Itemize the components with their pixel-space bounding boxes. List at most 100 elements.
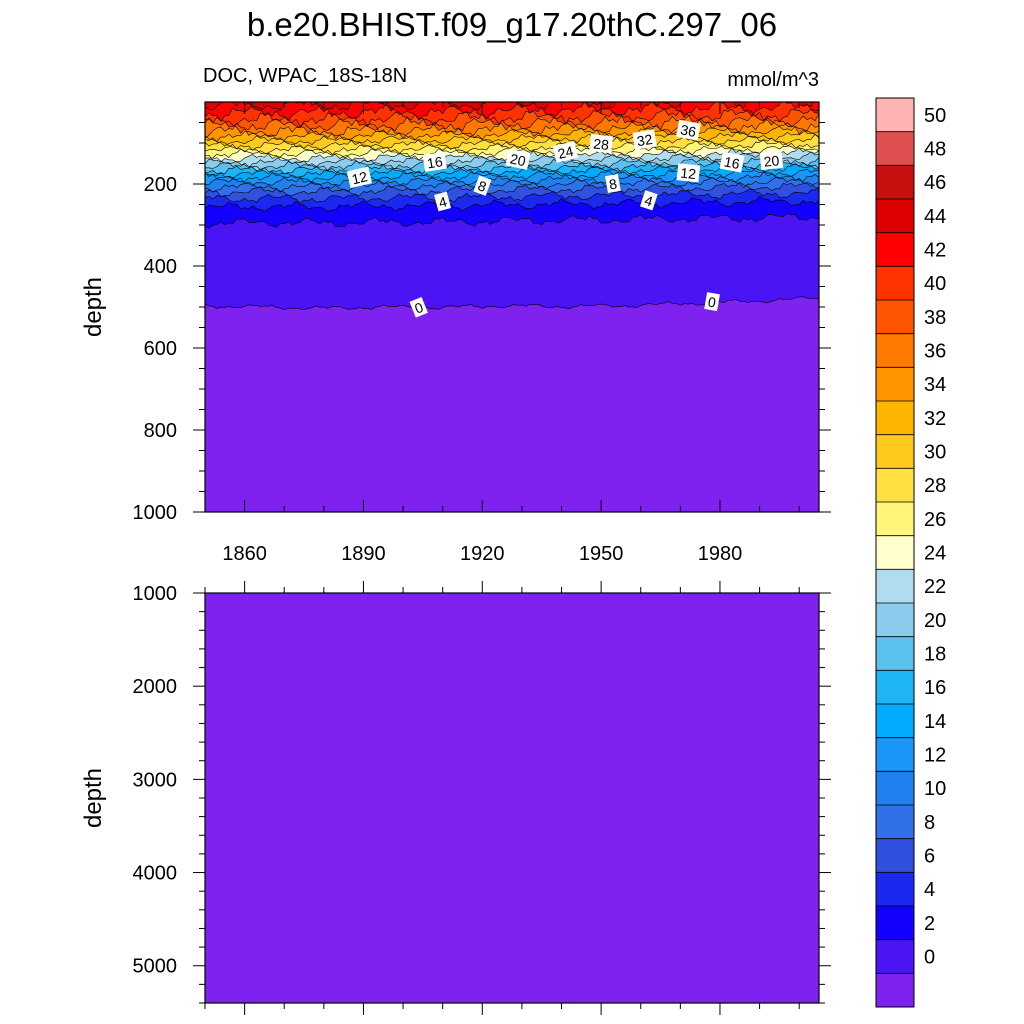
contour-label-box xyxy=(605,174,621,194)
contour-label-box xyxy=(719,151,745,173)
contour-line-28 xyxy=(205,139,819,156)
contour-label-box xyxy=(552,141,579,163)
contour-label-text: 16 xyxy=(723,153,742,172)
contour-label-4: 4 xyxy=(640,190,658,211)
contour-label-text: 0 xyxy=(707,294,718,311)
colorbar-swatch xyxy=(876,603,914,637)
contour-label-0: 0 xyxy=(704,292,720,312)
colorbar-label: 42 xyxy=(924,240,946,262)
contour-label-16: 16 xyxy=(422,151,447,172)
contour-line-30 xyxy=(205,134,819,151)
colorbar-label: 10 xyxy=(924,778,946,800)
colorbar-swatch xyxy=(876,434,914,469)
contour-label-text: 24 xyxy=(556,143,575,162)
colorbar-label: 26 xyxy=(924,509,946,531)
colorbar-swatch xyxy=(876,232,914,267)
contour-label-box xyxy=(473,175,492,196)
colorbar-swatch xyxy=(876,569,914,604)
colorbar-swatch xyxy=(876,502,914,536)
x-tick-label: 1860 xyxy=(222,543,267,565)
colorbar-label: 12 xyxy=(924,745,946,767)
contour-line-40 xyxy=(205,108,819,128)
colorbar-label: 16 xyxy=(924,677,946,699)
contour-line-16 xyxy=(205,163,819,180)
contour-line-8 xyxy=(205,181,819,197)
colorbar-label: 32 xyxy=(924,408,946,430)
contour-label-12: 12 xyxy=(676,163,701,183)
y-tick-label: 1000 xyxy=(133,583,178,605)
contour-label-text: 32 xyxy=(636,131,654,149)
colorbar-swatch xyxy=(876,98,914,132)
contour-label-text: 20 xyxy=(509,150,528,169)
colorbar-swatch xyxy=(876,367,914,402)
contour-line-4 xyxy=(205,195,819,212)
contour-band-44 xyxy=(205,102,814,112)
contour-label-text: 8 xyxy=(608,175,619,192)
colorbar-label: 14 xyxy=(924,711,946,733)
colorbar-label: 18 xyxy=(924,644,946,666)
colorbar-label: 46 xyxy=(924,172,946,194)
colorbar-label: 0 xyxy=(924,947,935,969)
colorbar-label: 22 xyxy=(924,576,946,598)
colorbar-swatch xyxy=(876,300,914,334)
chart-units: mmol/m^3 xyxy=(727,69,819,91)
contour-label-16: 16 xyxy=(719,151,745,173)
colorbar-swatch xyxy=(876,771,914,806)
colorbar-swatch xyxy=(876,939,914,974)
contour-label-box xyxy=(632,129,657,150)
contour-label-text: 36 xyxy=(679,121,698,140)
x-tick-label: 1950 xyxy=(579,543,624,565)
colorbar-label: 48 xyxy=(924,139,946,161)
colorbar-label: 40 xyxy=(924,273,946,295)
contour-label-20: 20 xyxy=(759,150,784,171)
y-tick-label: 200 xyxy=(144,174,177,196)
contour-label-8: 8 xyxy=(473,175,492,196)
contour-label-20: 20 xyxy=(505,148,531,170)
colorbar-swatch xyxy=(876,468,914,503)
colorbar-label: 34 xyxy=(924,374,946,396)
colorbar-label: 2 xyxy=(924,913,935,935)
contour-line-32 xyxy=(205,130,819,147)
colorbar-swatch xyxy=(876,670,914,705)
y-tick-label: 2000 xyxy=(133,676,178,698)
colorbar-label: 20 xyxy=(924,610,946,632)
contour-line-6 xyxy=(205,187,819,204)
upper-contour-labels: 0 0 4 4 8 8 12 12 16 16 20 20 24 28 32 36 xyxy=(346,119,784,318)
colorbar-swatch xyxy=(876,401,914,435)
contour-line-42 xyxy=(205,102,819,122)
colorbar-label: 28 xyxy=(924,475,946,497)
upper-contour-lines xyxy=(205,102,819,311)
colorbar-swatch xyxy=(876,199,914,233)
contour-label-text: 20 xyxy=(763,152,780,170)
colorbar-swatch xyxy=(876,872,914,907)
contour-label-text: 16 xyxy=(426,153,444,171)
contour-label-24: 24 xyxy=(552,141,579,163)
colorbar-swatch xyxy=(876,165,914,200)
contour-label-box xyxy=(759,150,784,171)
colorbar-label: 50 xyxy=(924,105,946,127)
contour-label-box xyxy=(434,191,452,212)
colorbar-swatch xyxy=(876,805,914,839)
colorbar-swatch xyxy=(876,838,914,873)
contour-line-34 xyxy=(205,126,819,142)
colorbar-label: 6 xyxy=(924,846,935,868)
y-tick-label: 3000 xyxy=(133,769,178,791)
contour-label-box xyxy=(422,151,447,172)
contour-label-box xyxy=(640,190,658,211)
lower-panel: 1000 2000 3000 4000 5000 depth xyxy=(80,581,831,1015)
contour-label-box xyxy=(675,119,701,141)
upper-y-axis-label: depth xyxy=(80,277,107,337)
y-tick-label: 600 xyxy=(144,338,177,360)
colorbar-swatch xyxy=(876,737,914,772)
lower-plot-background xyxy=(205,593,819,1003)
contour-line-12 xyxy=(205,171,819,187)
contour-label-box xyxy=(704,292,720,312)
y-tick-label: 1000 xyxy=(133,502,178,524)
contour-label-32: 32 xyxy=(632,129,657,150)
contour-label-12: 12 xyxy=(346,166,373,189)
colorbar-label: 24 xyxy=(924,543,946,565)
colorbar: 5048464442403836343230282624222018161412… xyxy=(875,97,946,1008)
colorbar-label: 36 xyxy=(924,341,946,363)
